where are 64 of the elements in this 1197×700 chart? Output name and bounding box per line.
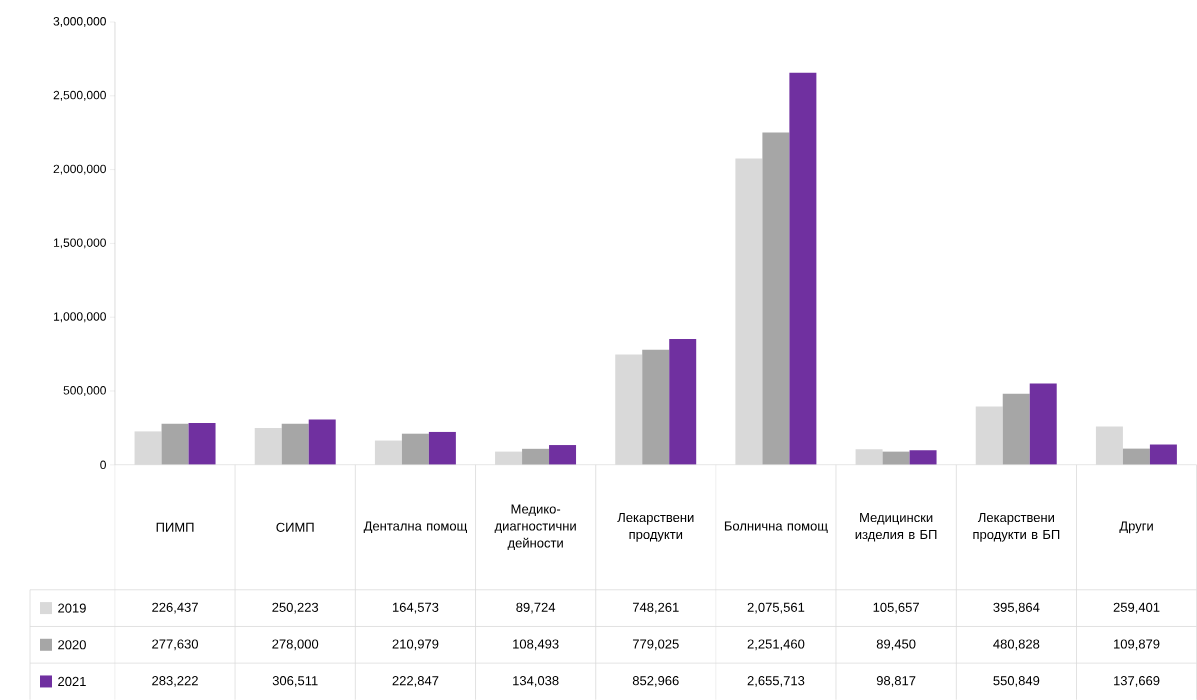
data-label: 2,655,713	[747, 676, 805, 687]
data-label: 226,437	[152, 602, 198, 614]
data-label: 278,000	[272, 639, 319, 651]
x-tick-label: Други	[1119, 521, 1153, 534]
data-label: 210,979	[392, 639, 439, 651]
legend-label: 2021	[58, 676, 86, 686]
y-tick-label: 3,000,000	[53, 16, 106, 27]
data-label: 480,828	[993, 639, 1040, 651]
data-label: 222,847	[392, 676, 439, 687]
y-tick-label: 2,000,000	[53, 164, 106, 175]
data-label: 283,222	[152, 676, 198, 687]
data-label: 2,251,460	[747, 639, 805, 651]
x-tick-label: ПИМП	[156, 522, 194, 532]
bar	[642, 349, 670, 465]
data-label: 98,817	[876, 676, 916, 687]
bar	[401, 433, 429, 465]
y-tick-label: 1,500,000	[53, 238, 106, 249]
legend-label: 2019	[58, 603, 86, 613]
data-label: 395,864	[993, 602, 1040, 614]
data-label: 109,879	[1114, 639, 1160, 651]
bar	[308, 419, 336, 465]
bar	[882, 451, 910, 465]
x-tick-label: Медицински изделия в БП	[855, 512, 937, 542]
bar	[1149, 444, 1177, 465]
y-tick-label: 2,500,000	[53, 90, 106, 101]
bar	[1029, 383, 1057, 465]
y-tick-label: 1,000,000	[53, 312, 106, 323]
data-label: 2,075,561	[747, 602, 805, 614]
data-label: 164,573	[392, 602, 439, 614]
data-label: 259,401	[1113, 602, 1160, 614]
data-label: 277,630	[152, 639, 199, 651]
data-label: 550,849	[993, 676, 1040, 687]
bar	[428, 431, 456, 465]
data-label: 779,025	[632, 639, 679, 651]
x-tick-label: Медико-диагностични дейности	[494, 504, 576, 550]
bar	[669, 338, 697, 465]
data-label: 748,261	[632, 602, 679, 614]
bar	[161, 423, 189, 465]
bar	[1122, 448, 1150, 465]
bar	[549, 444, 577, 465]
data-label: 250,223	[272, 602, 319, 614]
bar	[188, 422, 216, 465]
bar	[762, 132, 790, 465]
data-label: 134,038	[513, 676, 559, 687]
bar	[1002, 393, 1030, 465]
data-label: 89,450	[876, 639, 916, 651]
data-label: 852,966	[632, 676, 679, 687]
bar	[522, 448, 550, 465]
data-label: 137,669	[1114, 676, 1160, 687]
bar	[909, 450, 937, 465]
bar	[281, 423, 309, 465]
data-label: 105,657	[873, 602, 919, 614]
x-tick-label: Лекарствени продукти	[617, 512, 694, 542]
data-label: 89,724	[516, 602, 556, 614]
x-tick-label: Дентална помощ	[363, 521, 467, 533]
legend-label: 2020	[58, 640, 86, 650]
y-tick-label: 0	[100, 460, 106, 469]
data-label: 108,493	[513, 639, 559, 651]
x-tick-label: СИМП	[276, 522, 314, 532]
x-tick-label: Лекарствени продукти в БП	[973, 512, 1060, 542]
x-tick-label: Болнична помощ	[724, 521, 828, 533]
bar	[789, 72, 817, 465]
y-tick-label: 500,000	[63, 386, 106, 396]
data-label: 306,511	[272, 676, 318, 687]
